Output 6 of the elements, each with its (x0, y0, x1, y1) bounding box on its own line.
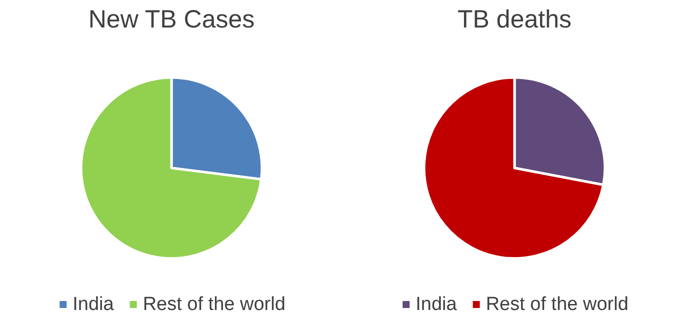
legend-label: India (72, 294, 114, 315)
chart-title: TB deaths (458, 6, 572, 34)
legend-label: Rest of the world (142, 294, 286, 315)
chart-title: New TB Cases (88, 6, 255, 34)
legend-label: Rest of the world (486, 294, 628, 315)
legend-label: India (416, 294, 458, 315)
